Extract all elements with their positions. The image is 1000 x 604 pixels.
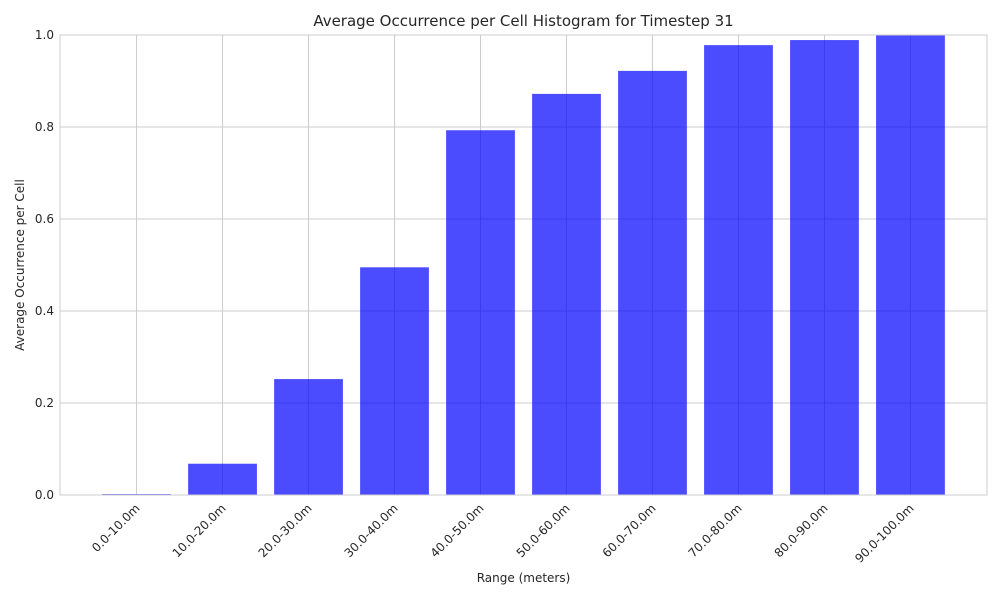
bar [532, 93, 601, 495]
bar [274, 379, 343, 495]
y-tick-label: 0.6 [35, 212, 54, 226]
bar [188, 463, 257, 495]
y-axis-label: Average Occurrence per Cell [13, 179, 27, 351]
x-tick-label: 30.0-40.0m [342, 501, 401, 560]
y-tick-label: 0.8 [35, 120, 54, 134]
bar [876, 35, 945, 495]
x-tick-label: 60.0-70.0m [600, 501, 659, 560]
chart-title: Average Occurrence per Cell Histogram fo… [313, 12, 733, 30]
bar [618, 70, 687, 495]
x-tick-label: 50.0-60.0m [514, 501, 573, 560]
x-tick-labels: 0.0-10.0m 10.0-20.0m 20.0-30.0m 30.0-40.0m 4… [89, 501, 917, 565]
y-tick-labels: 0.0 0.2 0.4 0.6 0.8 1.0 [35, 28, 54, 502]
bar [360, 267, 429, 495]
y-tick-label: 1.0 [35, 28, 54, 42]
x-tick-label: 40.0-50.0m [428, 501, 487, 560]
x-tick-label: 10.0-20.0m [170, 501, 229, 560]
plot-frame [59, 34, 988, 496]
x-axis-label: Range (meters) [477, 571, 571, 585]
y-tick-label: 0.2 [35, 396, 54, 410]
x-tick-label: 80.0-90.0m [772, 501, 831, 560]
x-tick-label: 0.0-10.0m [89, 501, 143, 555]
x-tick-label: 90.0-100.0m [852, 501, 916, 565]
y-tick-label: 0.4 [35, 304, 54, 318]
bar [704, 45, 773, 496]
bars-layer [102, 35, 945, 496]
y-tick-label: 0.0 [35, 488, 54, 502]
bar [790, 40, 859, 496]
x-tick-label: 20.0-30.0m [256, 501, 315, 560]
x-tick-label: 70.0-80.0m [686, 501, 745, 560]
bar [446, 130, 515, 495]
